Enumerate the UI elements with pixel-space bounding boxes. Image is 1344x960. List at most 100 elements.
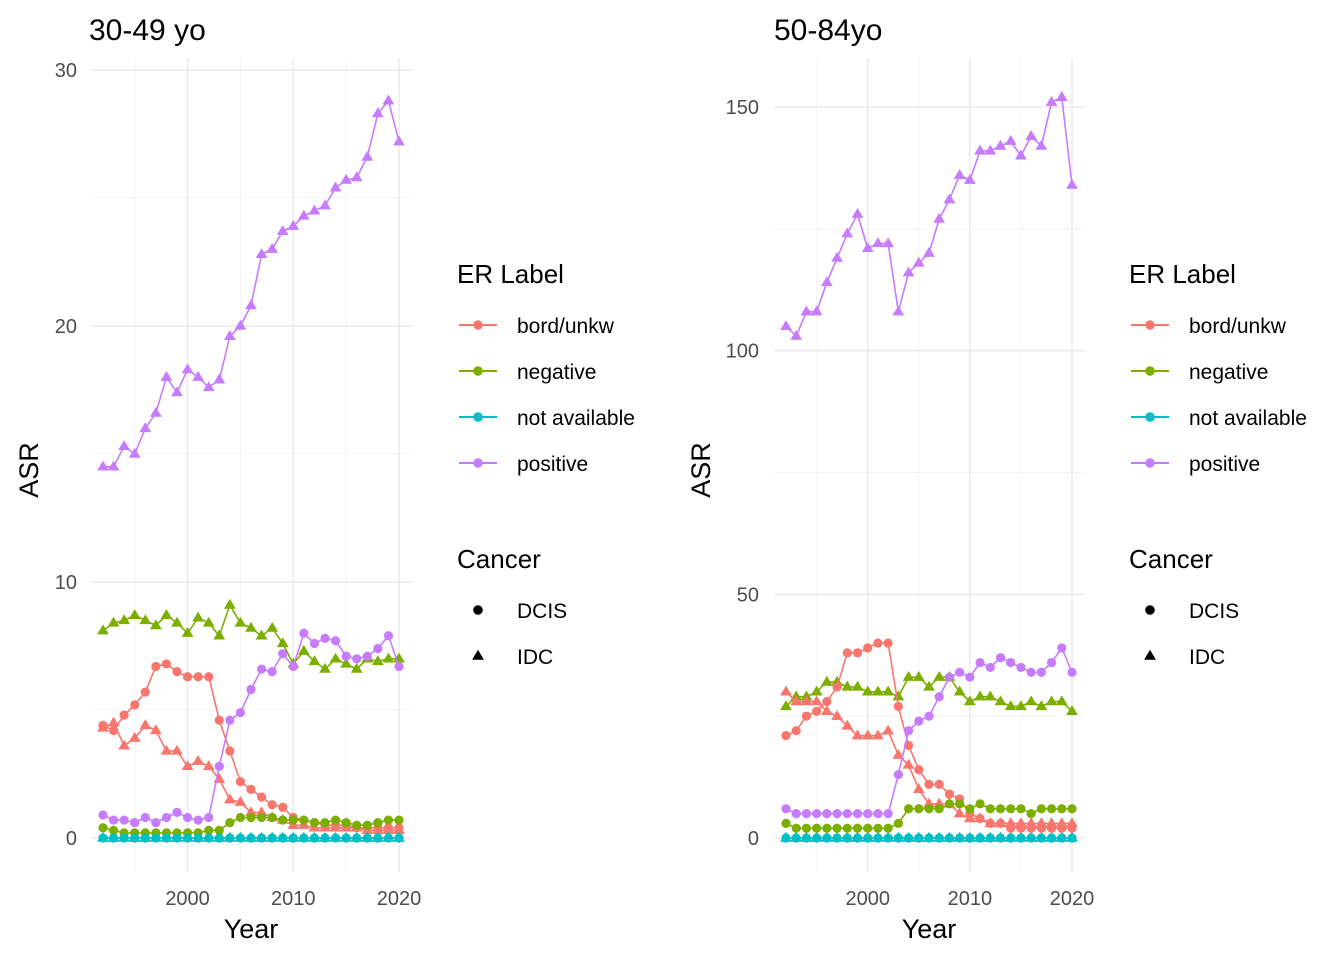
data-point-triangle [1035, 817, 1048, 828]
series-layer [97, 94, 405, 843]
data-point-circle [119, 815, 129, 825]
data-point-circle [832, 682, 842, 692]
data-point-triangle [841, 680, 854, 691]
data-point-triangle [1055, 91, 1068, 101]
data-point-circle [235, 812, 246, 823]
data-point-circle [944, 833, 955, 843]
data-point-triangle [223, 330, 236, 340]
data-point-triangle [149, 406, 162, 417]
data-point-circle [320, 818, 330, 828]
data-point-circle [362, 820, 372, 830]
data-point-triangle [160, 371, 173, 381]
panel-title: 30-49 yo [89, 14, 206, 47]
data-point-triangle [139, 719, 152, 730]
data-point-circle [1057, 823, 1067, 833]
data-point-triangle [213, 629, 226, 640]
data-point-triangle [1025, 130, 1038, 140]
data-point-triangle [810, 695, 823, 706]
data-point-circle [394, 815, 404, 825]
data-point-triangle [882, 685, 895, 696]
legend-item-not-available: not available [1131, 407, 1307, 430]
legend-item-bord-unkw: bord/unkw [1131, 315, 1287, 338]
data-point-circle [246, 784, 256, 794]
data-point-triangle [319, 662, 331, 673]
data-point-triangle [97, 624, 109, 635]
data-point-triangle [171, 744, 183, 755]
data-point-circle [362, 651, 372, 661]
legend-item-not-available: not available [459, 407, 635, 430]
data-point-circle [119, 833, 129, 843]
data-point-circle [246, 684, 256, 695]
data-point-circle [801, 823, 812, 833]
data-point-triangle [128, 731, 141, 742]
data-point-triangle [234, 319, 247, 330]
data-point-triangle [933, 670, 946, 681]
legend-er-title: ER Label [457, 259, 564, 289]
data-point-circle [352, 654, 362, 664]
data-point-circle [214, 833, 224, 843]
data-point-circle [873, 823, 883, 833]
data-point-triangle [192, 755, 205, 765]
legend-er-items: bord/unkw negative not available positive [1131, 315, 1307, 476]
data-point-circle [182, 672, 193, 682]
data-point-circle [791, 809, 801, 819]
data-point-circle [108, 825, 119, 835]
series-negative-dcis [781, 799, 1077, 833]
data-point-triangle [902, 670, 915, 681]
data-point-circle [781, 818, 791, 828]
data-point-triangle [1066, 705, 1078, 716]
data-point-circle [140, 812, 150, 823]
legend-key-point [473, 320, 483, 330]
data-point-circle [1006, 804, 1016, 814]
data-point-triangle [1045, 817, 1058, 828]
data-point-triangle [118, 614, 131, 625]
data-point-triangle [255, 806, 268, 817]
data-point-circle [883, 809, 893, 819]
y-tick-label: 30 [55, 60, 77, 82]
data-point-circle [914, 716, 924, 726]
data-point-circle [309, 833, 320, 843]
circle-icon [473, 605, 483, 615]
data-point-triangle [953, 807, 966, 818]
y-tick-label: 0 [66, 828, 77, 850]
data-point-circle [975, 833, 985, 843]
data-point-circle [330, 815, 341, 825]
data-point-circle [267, 667, 277, 677]
data-point-circle [995, 833, 1006, 843]
data-point-circle [832, 833, 842, 843]
data-point-circle [801, 809, 812, 819]
panel-50-84: 50-84yo 0 50 100 150 2000 2010 2020 Year ASR [686, 14, 1094, 944]
data-point-circle [965, 833, 975, 843]
data-point-triangle [974, 690, 986, 701]
data-point-triangle [223, 793, 236, 804]
data-point-circle [161, 659, 172, 669]
data-point-circle [791, 823, 801, 833]
data-point-circle [383, 823, 394, 833]
data-point-circle [299, 628, 309, 638]
data-point-circle [193, 833, 203, 843]
data-point-circle [299, 815, 309, 825]
data-point-triangle [329, 652, 342, 663]
data-point-triangle [800, 305, 813, 316]
data-point-circle [182, 833, 193, 843]
data-point-triangle [266, 621, 279, 632]
data-point-circle [1067, 667, 1077, 677]
data-point-circle [309, 638, 320, 649]
data-point-circle [140, 833, 150, 843]
data-point-circle [1026, 823, 1036, 833]
data-point-circle [924, 804, 934, 814]
data-point-circle [1016, 823, 1026, 833]
data-point-circle [130, 700, 140, 710]
data-point-triangle [202, 381, 215, 392]
data-point-circle [1057, 833, 1067, 843]
legend-item-label: IDC [1189, 646, 1225, 669]
data-point-circle [267, 800, 277, 810]
data-point-circle [863, 809, 873, 819]
data-point-circle [955, 833, 965, 843]
data-point-triangle [107, 616, 120, 627]
data-point-triangle [831, 251, 843, 262]
legend-item-label: positive [1189, 453, 1260, 476]
data-point-circle [1016, 833, 1026, 843]
y-tick-label: 20 [55, 316, 77, 338]
